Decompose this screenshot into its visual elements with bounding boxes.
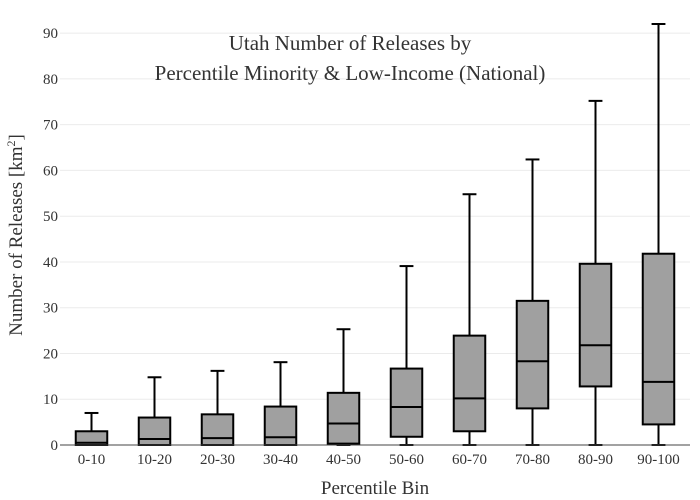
y-tick-label: 70 xyxy=(43,118,58,134)
x-axis-label: Percentile Bin xyxy=(321,478,430,499)
y-tick-label: 40 xyxy=(43,255,58,271)
x-tick-label: 40-50 xyxy=(326,452,361,468)
x-tick-label: 0-10 xyxy=(78,452,106,468)
iqr-box xyxy=(326,391,361,445)
box-60-70 xyxy=(452,193,487,446)
iqr-box xyxy=(263,405,298,447)
y-tick-label: 60 xyxy=(43,163,58,179)
x-tick-label: 50-60 xyxy=(389,452,424,468)
y-tick-label: 50 xyxy=(43,209,58,225)
iqr-box xyxy=(389,367,424,438)
x-tick-label: 70-80 xyxy=(515,452,550,468)
gridlines xyxy=(60,32,690,400)
iqr-box xyxy=(578,262,613,388)
x-tick-labels: 0-10 10-20 20-30 30-40 40-50 50-60 60-70 70-80 8… xyxy=(78,452,680,468)
y-tick-label: 20 xyxy=(43,346,58,362)
x-tick-label: 80-90 xyxy=(578,452,613,468)
iqr-box xyxy=(452,334,487,433)
box-70-80 xyxy=(515,158,550,446)
box-90-100 xyxy=(641,23,676,446)
x-tick-label: 30-40 xyxy=(263,452,298,468)
y-tick-label: 30 xyxy=(43,301,58,317)
box-80-90 xyxy=(578,99,613,446)
box-50-60 xyxy=(389,265,424,446)
y-tick-label: 10 xyxy=(43,392,58,408)
box-10-20 xyxy=(137,376,172,447)
x-tick-label: 60-70 xyxy=(452,452,487,468)
x-tick-label: 20-30 xyxy=(200,452,235,468)
box-0-10 xyxy=(74,411,109,446)
y-axis-label-main: Number of Releases [km xyxy=(6,146,27,336)
y-axis-label: Number of Releases [km2] xyxy=(4,134,27,336)
chart-title-line-1: Utah Number of Releases by xyxy=(229,31,472,55)
y-tick-label: 80 xyxy=(43,72,58,88)
box-20-30 xyxy=(200,369,235,446)
y-axis-label-close: ] xyxy=(6,134,27,140)
y-axis-label-superscript: 2 xyxy=(4,140,18,146)
box-40-50 xyxy=(326,328,361,446)
iqr-box xyxy=(200,413,235,446)
iqr-box xyxy=(137,416,172,447)
boxes xyxy=(74,23,676,447)
x-tick-label: 90-100 xyxy=(637,452,680,468)
iqr-box xyxy=(641,252,676,426)
chart-title-line-2: Percentile Minority & Low-Income (Nation… xyxy=(155,61,546,85)
box-30-40 xyxy=(263,361,298,447)
y-tick-label: 0 xyxy=(51,438,59,454)
y-tick-label: 90 xyxy=(43,26,58,42)
y-tick-labels: 0 10 20 30 40 50 60 70 80 90 xyxy=(43,26,58,454)
x-tick-label: 10-20 xyxy=(137,452,172,468)
iqr-box xyxy=(515,299,550,410)
